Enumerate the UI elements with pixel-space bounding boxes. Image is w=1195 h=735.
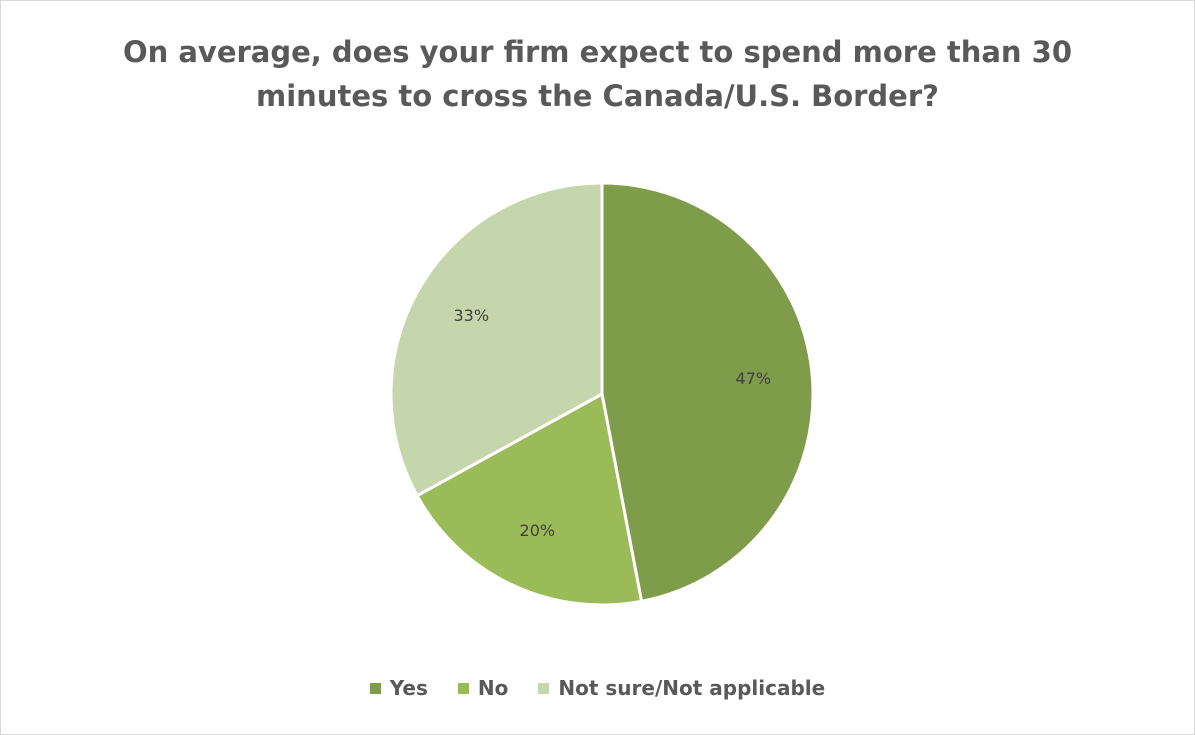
pie-slice-yes <box>600 181 815 604</box>
legend: Yes No Not sure/Not applicable <box>0 676 1195 700</box>
chart-title-line-2: minutes to cross the Canada/U.S. Border? <box>256 79 939 113</box>
pie-slices <box>389 181 815 607</box>
legend-item-no: No <box>457 676 509 700</box>
pie-data-labels: 47% 20% 33% <box>453 306 771 540</box>
legend-item-yes: Yes <box>369 676 428 700</box>
data-label-not-sure: 33% <box>453 306 489 325</box>
legend-swatch-not-sure <box>538 682 550 694</box>
legend-label-yes: Yes <box>389 676 428 700</box>
legend-label-no: No <box>477 676 509 700</box>
legend-item-not-sure: Not sure/Not applicable <box>538 676 825 700</box>
data-label-no: 20% <box>520 521 556 540</box>
legend-label-not-sure: Not sure/Not applicable <box>558 676 826 700</box>
data-label-yes: 47% <box>735 369 771 388</box>
legend-swatch-no <box>457 682 469 694</box>
pie-slice-no <box>415 391 644 607</box>
chart-title-line-1: On average, does your firm expect to spe… <box>122 35 1073 69</box>
chart-title: On average, does your firm expect to spe… <box>60 30 1135 118</box>
legend-swatch-yes <box>369 682 381 694</box>
pie-slice-not-sure <box>389 181 604 498</box>
